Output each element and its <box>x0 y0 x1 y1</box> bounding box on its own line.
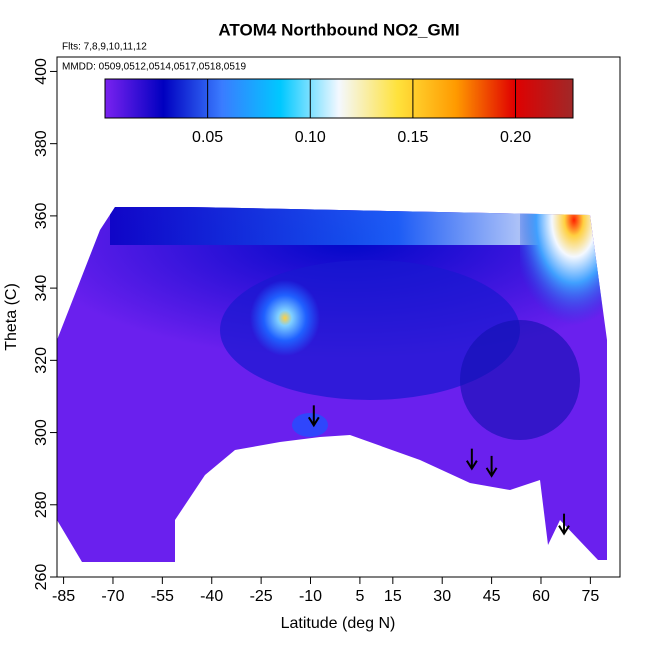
y-tick-label: 360 <box>33 202 50 229</box>
arrow-head <box>558 525 570 536</box>
colorbar-tick-label: 0.05 <box>192 129 223 146</box>
y-tick-label: 400 <box>33 58 50 85</box>
colorbar-tick-label: 0.15 <box>397 129 428 146</box>
y-tick-label: 300 <box>33 419 50 446</box>
x-tick-label: 45 <box>483 588 501 605</box>
x-tick-label: -25 <box>250 588 273 605</box>
chart-title: ATOM4 Northbound NO2_GMI <box>218 20 459 39</box>
annotation: Flts: 7,8,9,10,11,12 <box>62 42 147 53</box>
y-tick-label: 260 <box>33 564 50 591</box>
x-tick-label: -85 <box>52 588 75 605</box>
y-axis-label: Theta (C) <box>3 283 20 351</box>
x-tick-label: 75 <box>581 588 599 605</box>
arrow-head <box>307 416 320 428</box>
arrow <box>485 455 498 478</box>
y-tick-label: 320 <box>33 347 50 374</box>
plot-frame <box>56 56 621 578</box>
x-tick-label: -10 <box>299 588 322 605</box>
field <box>57 207 607 562</box>
colorbar-tick-label: 0.20 <box>500 129 531 146</box>
arrow-head <box>485 467 498 478</box>
arrow-head <box>465 460 478 471</box>
x-tick-label: 30 <box>433 588 451 605</box>
x-tick-label: 15 <box>384 588 402 605</box>
x-tick-label: -55 <box>151 588 174 605</box>
colorbar-tick-label: 0.10 <box>295 129 326 146</box>
y-tick-label: 280 <box>33 491 50 518</box>
x-tick-label: -70 <box>101 588 124 605</box>
arrow <box>465 448 478 471</box>
x-tick-label: 60 <box>532 588 550 605</box>
annotation: MMDD: 0509,0512,0514,0517,0518,0519 <box>62 62 246 73</box>
colorbar <box>104 78 574 119</box>
x-axis-label: Latitude (deg N) <box>281 615 396 632</box>
x-tick-label: 5 <box>355 588 364 605</box>
arrow <box>558 513 570 536</box>
y-tick-label: 340 <box>33 275 50 302</box>
x-tick-label: -40 <box>200 588 223 605</box>
y-tick-label: 380 <box>33 130 50 157</box>
arrow <box>307 405 320 428</box>
